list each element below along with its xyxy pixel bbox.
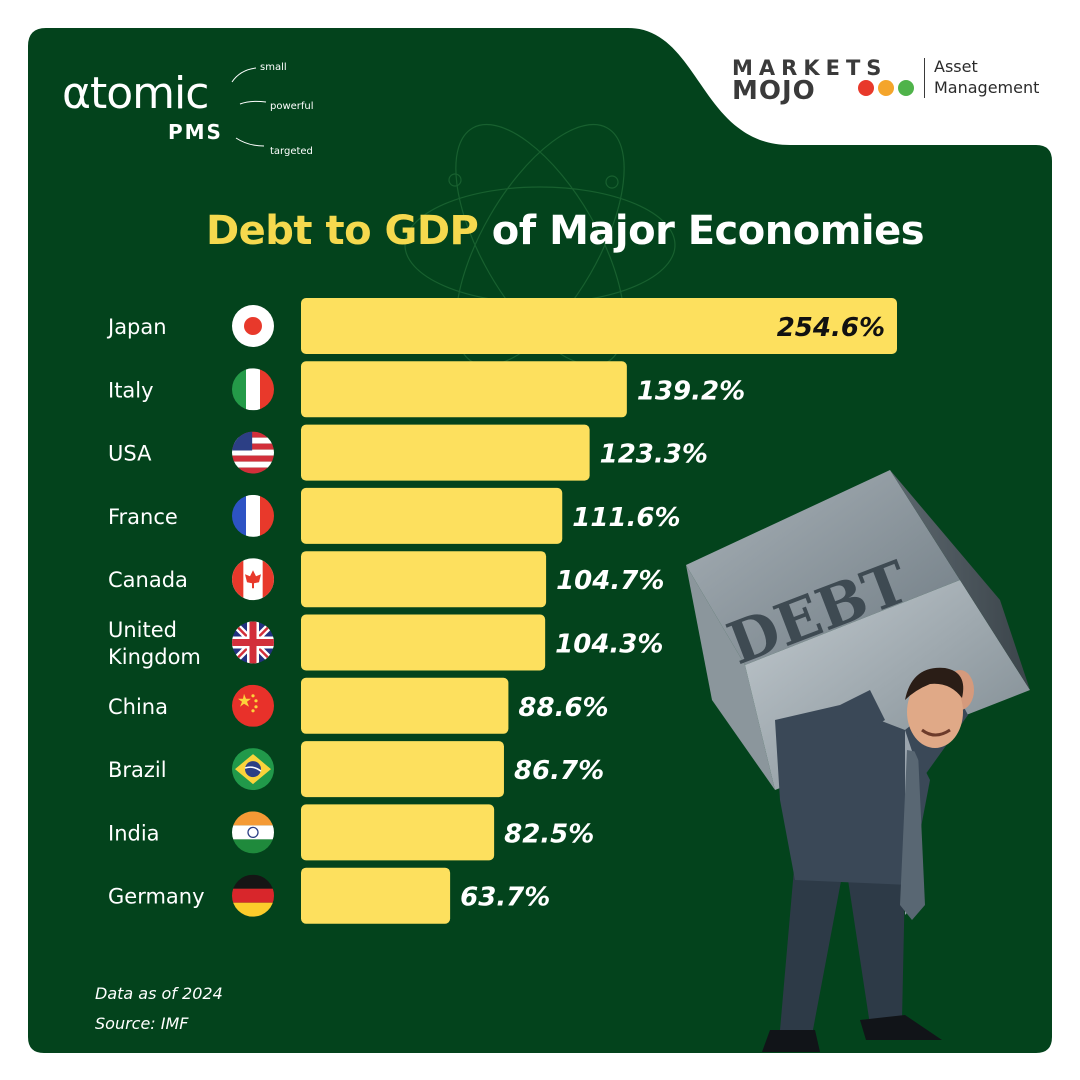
value-label: 86.7% (514, 756, 604, 786)
marketsmojo-logo-markets: MARKETS (732, 56, 888, 80)
man-left-arm (840, 690, 885, 740)
category-label: Canada (108, 568, 188, 592)
category-line: Italy (108, 378, 154, 402)
bar-row: 104.3% United Kingdom (108, 614, 663, 671)
value-label: 82.5% (504, 819, 594, 849)
tagline-small: small (260, 62, 287, 73)
logo-dot-green (898, 80, 914, 96)
value-label: 139.2% (637, 376, 745, 406)
category-label: India (108, 821, 160, 845)
bar (301, 677, 509, 734)
management-word: Management (934, 78, 1040, 97)
tagline-powerful: powerful (270, 101, 314, 112)
man-hair (905, 667, 964, 700)
category-line: Germany (108, 885, 205, 909)
logo-separator (924, 58, 925, 98)
tagline-targeted: targeted (270, 146, 313, 157)
bar (301, 298, 897, 354)
bar (301, 804, 495, 861)
chart-title-rest: of Major Economies (478, 208, 925, 254)
category-line: Brazil (108, 758, 167, 782)
bar (301, 424, 590, 481)
bar (301, 551, 547, 608)
chart-title: Debt to GDP of Major Economies (0, 208, 1080, 254)
debt-block-top (686, 470, 960, 665)
value-label: 88.6% (518, 693, 608, 723)
value-label: 111.6% (572, 503, 680, 533)
value-label: 123.3% (600, 440, 708, 470)
category-line: Canada (108, 568, 188, 592)
category-line: Kingdom (108, 645, 201, 669)
value-label: 104.7% (556, 566, 664, 596)
man-left-shoe (762, 1030, 820, 1052)
germany-flag-icon (232, 874, 274, 917)
bar-chart: 254.6% Japan 139.2% Italy 123.3% USA 111.6% Fra… (106, 298, 897, 924)
bar (301, 614, 546, 671)
man-tie (900, 750, 925, 920)
debt-block-side (890, 470, 1030, 690)
usa-flag-icon (232, 431, 274, 474)
category-line: United (108, 618, 177, 642)
bar-row: 88.6% China (108, 677, 609, 734)
pms-logo: PMS (168, 120, 223, 144)
italy-flag-icon (232, 368, 274, 411)
category-label: Japan (106, 315, 167, 339)
tagline-arrows (231, 67, 267, 147)
category-line: India (108, 821, 160, 845)
category-label: Italy (108, 378, 154, 402)
category-line: Japan (106, 315, 167, 339)
asset-word: Asset (934, 57, 978, 76)
logo-dot-red (858, 80, 874, 96)
bar (301, 487, 563, 544)
debt-illustration: DEBT (686, 470, 1030, 1052)
india-flag-icon (232, 811, 274, 854)
france-flag-icon (232, 494, 274, 537)
atomic-logo: αtomic (62, 68, 209, 119)
category-label: USA (108, 442, 152, 466)
bar-row: 139.2% Italy (108, 361, 745, 418)
bar-row: 63.7% Germany (108, 867, 550, 924)
chart-title-highlight: Debt to GDP (205, 208, 479, 254)
footnote-source: Source: IMF (95, 1014, 189, 1033)
debt-block-left (686, 565, 775, 790)
bar (301, 741, 504, 798)
value-label: 254.6% (777, 313, 885, 343)
man-jacket (775, 705, 930, 885)
bar-row: 104.7% Canada (108, 551, 664, 608)
category-line: China (108, 695, 168, 719)
businessman-figure (762, 667, 974, 1052)
marketsmojo-logo-mojo: MOJO (732, 76, 816, 106)
bar-row: 111.6% France (108, 487, 681, 544)
value-label: 63.7% (460, 883, 550, 913)
man-grimace (921, 728, 951, 737)
japan-flag-icon (232, 305, 274, 347)
logo-dot-orange (878, 80, 894, 96)
value-label: 104.3% (555, 630, 663, 660)
category-line: France (108, 505, 178, 529)
category-label: United Kingdom (108, 618, 201, 669)
category-label: China (108, 695, 168, 719)
bar (301, 867, 451, 924)
category-line: USA (108, 442, 152, 466)
brazil-flag-icon (232, 748, 274, 791)
category-label: France (108, 505, 178, 529)
bar-row: 254.6% Japan (106, 298, 897, 354)
canada-flag-icon (232, 558, 274, 601)
bar (301, 361, 627, 418)
china-flag-icon (232, 684, 274, 727)
man-right-shoe (860, 1015, 942, 1040)
bar-row: 86.7% Brazil (108, 741, 604, 798)
asset-management-label: Asset Management (934, 56, 1039, 98)
category-label: Germany (108, 885, 205, 909)
category-label: Brazil (108, 758, 167, 782)
united-kingdom-flag-icon (232, 621, 274, 664)
footnote-date: Data as of 2024 (95, 984, 223, 1003)
bar-row: 82.5% India (108, 804, 594, 861)
